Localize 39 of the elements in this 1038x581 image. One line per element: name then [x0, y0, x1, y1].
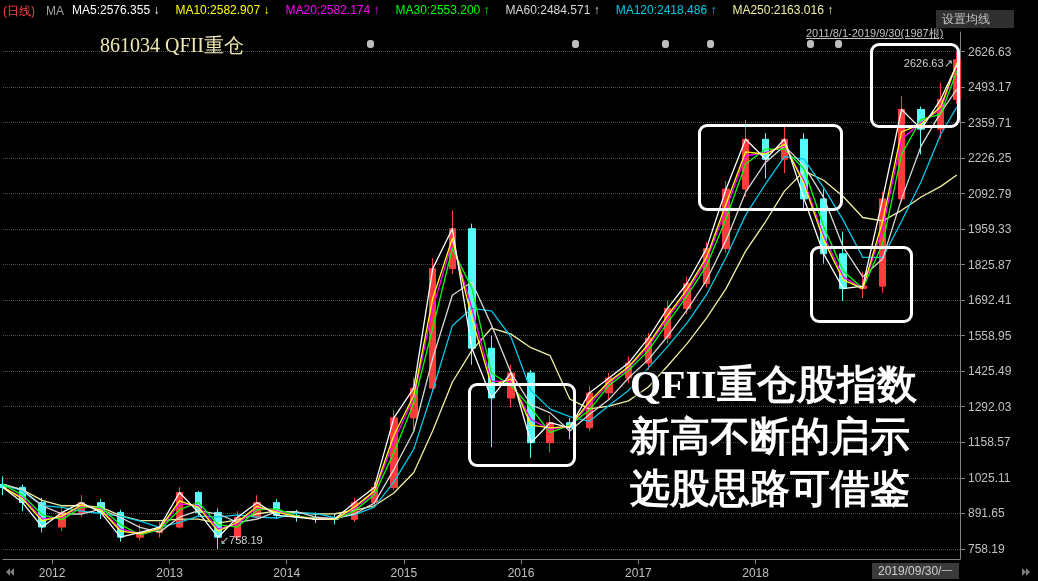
y-tick-label: 2359.71	[968, 115, 1012, 130]
x-tick-label: 2013	[156, 566, 184, 580]
y-tick-label: 1025.11	[968, 470, 1011, 485]
x-tick-label: 2014	[273, 566, 301, 580]
text: MA30:2553.200 ↑	[395, 3, 490, 17]
y-tick-label: 1425.49	[968, 364, 1012, 379]
y-tick-label: 1692.41	[968, 293, 1012, 308]
x-tick-label: 2018	[742, 566, 770, 580]
annotation: 2626.63↗	[903, 55, 953, 70]
y-tick-label: 2226.25	[968, 151, 1012, 166]
y-tick-label: 1825.87	[968, 257, 1012, 272]
annotation: 2011/8/1-2019/9/30(1987根)	[806, 26, 944, 40]
text: MA250:2163.016 ↑	[732, 3, 834, 17]
y-tick-label: 891.65	[968, 506, 1006, 521]
y-tick-label: 2092.79	[968, 186, 1012, 201]
text: MA120:2418.486 ↑	[615, 3, 717, 17]
x-tick-label: 2016	[507, 566, 535, 580]
y-tick-label: 1558.95	[968, 328, 1012, 343]
text: 2019/09/30/一	[872, 563, 960, 579]
annotation: 新高不断的启示	[630, 414, 910, 460]
y-tick-label: 2626.63	[968, 44, 1012, 59]
y-tick-label: 1959.33	[968, 222, 1012, 237]
text: 设置均线	[936, 10, 1014, 28]
x-tick-label: 2015	[390, 566, 418, 580]
chart-title: 861034 QFII重仓	[100, 34, 244, 56]
x-tick-label: 2017	[625, 566, 653, 580]
y-tick-label: 2493.17	[968, 80, 1012, 95]
annotation: 选股思路可借鉴	[630, 466, 910, 512]
text: MA20:2582.174 ↑	[285, 3, 380, 17]
x-tick-label: 2012	[38, 566, 66, 580]
text: (日线)	[3, 4, 35, 18]
y-tick-label: 1292.03	[968, 399, 1012, 414]
annotation: ↙758.19	[220, 532, 263, 547]
text: MA60:2484.571 ↑	[505, 3, 600, 17]
text: MA10:2582.907 ↓	[175, 3, 270, 17]
text: MA	[46, 4, 64, 18]
y-tick-label: 758.19	[968, 541, 1006, 556]
text: MA5:2576.355 ↓	[72, 3, 160, 17]
y-tick-label: 1158.57	[968, 435, 1011, 450]
